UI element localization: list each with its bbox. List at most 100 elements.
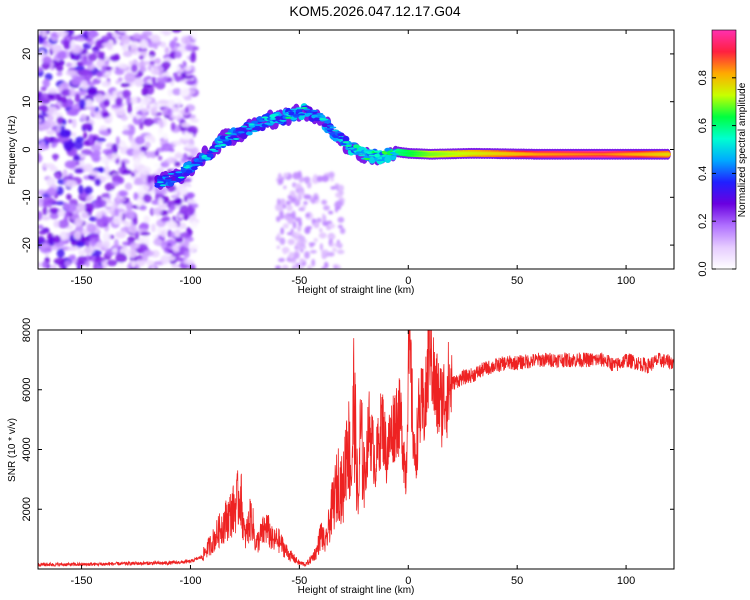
- spectrogram-noise-cell: [127, 248, 138, 258]
- spectrogram-noise-cell: [150, 265, 156, 269]
- spectrogram-noise-cell: [275, 203, 283, 212]
- spectrogram-ridge-cell: [206, 151, 214, 154]
- spectrogram-noise-cell: [104, 202, 113, 208]
- spectrogram-noise-cell: [154, 66, 159, 76]
- spectrogram-noise-cell: [66, 193, 72, 201]
- spectrogram-noise-cell: [174, 97, 181, 104]
- spectrogram-noise-cell: [303, 201, 308, 205]
- spectrogram-noise-cell: [38, 236, 46, 245]
- top-x-tick-label: 50: [511, 275, 523, 287]
- spectrogram-noise-cell: [299, 258, 305, 264]
- spectrogram-ridge-cell: [185, 169, 193, 174]
- spectrogram-noise-cell: [138, 55, 145, 60]
- spectrogram-noise-cell: [282, 223, 289, 229]
- spectrogram-noise-cell: [75, 136, 85, 143]
- spectrogram-noise-cell: [170, 194, 180, 199]
- spectrogram-ridge-cell: [193, 163, 201, 166]
- spectrogram-ridge-cell: [170, 180, 177, 183]
- spectrogram-noise-cell: [321, 266, 326, 269]
- spectrogram-ridge-cell: [345, 144, 352, 147]
- spectrogram-noise-cell: [330, 186, 337, 190]
- spectrogram-ridge-cell: [177, 176, 185, 179]
- spectrogram-noise-cell: [133, 157, 142, 167]
- spectrogram-noise-cell: [325, 225, 332, 231]
- spectrogram-noise-cell: [139, 205, 147, 211]
- spectrogram-noise-cell: [334, 200, 343, 208]
- spectrogram-noise-cell: [83, 202, 95, 213]
- spectrogram-noise-cell: [70, 40, 76, 51]
- spectrogram-noise-cell: [53, 138, 61, 144]
- spectrogram-ridge-cell: [285, 116, 292, 119]
- spectrogram-noise-cell: [294, 248, 299, 253]
- spectrogram-ridge-cell: [164, 177, 172, 180]
- spectrogram-noise-cell: [175, 237, 184, 244]
- spectrogram-noise-cell: [47, 88, 58, 94]
- spectrogram-noise-cell: [149, 55, 154, 61]
- colorbar: 0.0 0.2 0.4 0.6 0.8 Normalized spectral ampl…: [697, 29, 748, 277]
- spectrogram-noise-cell: [145, 260, 154, 266]
- spectrogram-noise-cell: [179, 86, 190, 97]
- spectrogram-noise-cell: [161, 142, 173, 152]
- spectrogram-noise-cell: [128, 60, 133, 67]
- spectrogram-noise-cell: [133, 192, 139, 201]
- spectrogram-noise-cell: [134, 77, 144, 88]
- spectrogram-noise-cell: [152, 234, 159, 239]
- spectrogram-noise-cell: [150, 34, 161, 43]
- spectrogram-noise-cell: [61, 88, 72, 97]
- spectrogram-noise-cell: [38, 152, 42, 163]
- spectrogram-noise-cell: [88, 133, 94, 143]
- spectrogram-noise-cell: [101, 80, 112, 88]
- spectrogram-noise-cell: [121, 161, 126, 168]
- spectrogram-noise-cell: [151, 76, 156, 84]
- bot-y-tick-label: 2000: [21, 497, 33, 521]
- spectrogram-noise-cell: [49, 166, 58, 172]
- spectrogram-noise-cell: [51, 44, 63, 53]
- spectrogram-noise-cell: [190, 118, 199, 123]
- spectrogram-noise-cell: [42, 201, 49, 208]
- bot-x-tick-label: -50: [291, 575, 307, 587]
- spectrogram-noise-cell: [102, 232, 111, 242]
- spectrogram-noise-cell: [178, 222, 187, 230]
- spectrogram-noise-cell: [172, 244, 178, 253]
- spectrogram-noise-cell: [279, 237, 286, 245]
- spectrogram-noise-cell: [63, 140, 75, 150]
- spectrogram-noise-cell: [331, 242, 335, 247]
- spectrogram-noise-cell: [76, 241, 85, 248]
- spectrogram-noise-cell: [120, 34, 131, 45]
- spectrogram-noise-cell: [74, 65, 85, 71]
- spectrogram-noise-cell: [81, 59, 94, 66]
- spectrogram-noise-cell: [53, 257, 66, 266]
- spectrogram-noise-cell: [115, 252, 128, 263]
- spectrogram-ridge-cell: [337, 132, 345, 137]
- spectrogram-noise-cell: [64, 260, 72, 267]
- spectrogram-ridge-cell: [368, 154, 376, 157]
- spectrogram-noise-cell: [125, 201, 133, 211]
- spectrogram-noise-cell: [174, 161, 181, 167]
- spectrogram-noise-cell: [308, 242, 316, 246]
- spectrogram-noise-cell: [96, 71, 103, 78]
- spectrogram-noise-cell: [122, 129, 133, 136]
- spectrogram-noise-cell: [327, 172, 331, 176]
- spectrogram-ridge-cell: [245, 127, 253, 130]
- spectrogram-noise-cell: [63, 216, 69, 223]
- spectrogram-ridge-cell: [258, 119, 266, 122]
- spectrogram-noise-cell: [278, 179, 283, 183]
- spectrogram-ridge-cell: [238, 131, 245, 134]
- spectrogram-ridge-cell: [269, 117, 277, 120]
- bot-x-tick-label: 0: [405, 575, 411, 587]
- spectrogram-noise-cell: [65, 62, 73, 68]
- spectrogram-noise-cell: [104, 60, 110, 67]
- spectrogram-noise-cell: [283, 185, 287, 190]
- spectrogram-noise-cell: [297, 194, 303, 201]
- top-y-tick-label: 20: [21, 48, 33, 60]
- spectrogram-noise-cell: [285, 216, 293, 220]
- spectrogram-noise-cell: [87, 64, 95, 71]
- spectrogram-noise-cell: [174, 50, 182, 59]
- spectrogram-noise-cell: [294, 199, 301, 207]
- spectrogram-ridge-cell: [355, 151, 363, 154]
- spectrogram-ridge-cell: [219, 135, 227, 140]
- spectrogram-noise-cell: [38, 118, 43, 124]
- spectrogram-noise-cell: [86, 223, 97, 233]
- spectrogram-noise-cell: [135, 114, 142, 120]
- spectrogram-noise-cell: [115, 231, 127, 239]
